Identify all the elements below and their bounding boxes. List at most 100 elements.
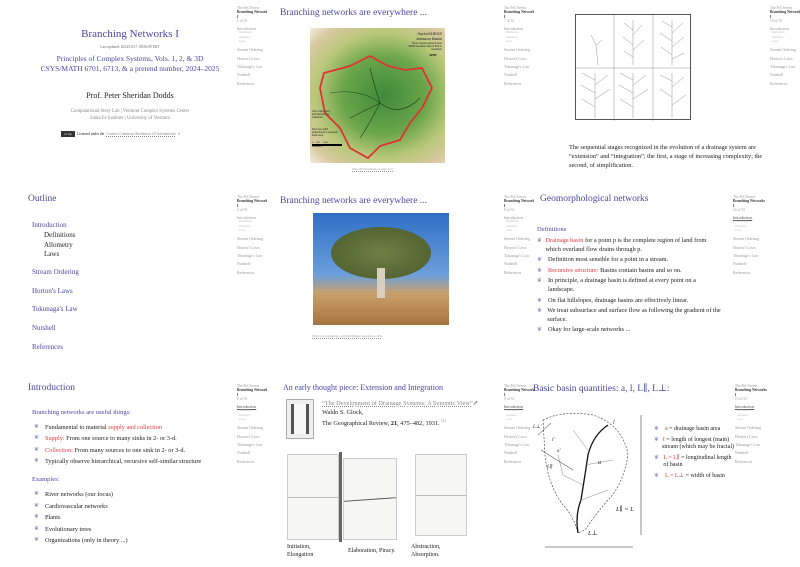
sidebar-nav-subitem[interactable]: Definitions: [735, 220, 748, 224]
sidebar-nav-item[interactable]: References: [504, 81, 522, 86]
source-link[interactable]: http://en.wikipedia.org/wiki/Image:Apple…: [312, 334, 383, 338]
affiliation-link[interactable]: Vermont Complex Systems Center: [122, 109, 190, 114]
sidebar-nav-subitem[interactable]: Definitions: [506, 220, 519, 224]
sidebar-nav-subitem[interactable]: Definitions: [239, 409, 252, 413]
outline-item[interactable]: References: [32, 343, 64, 351]
sidebar-nav-item[interactable]: Stream Ordering: [237, 237, 264, 242]
sidebar-nav-subitem[interactable]: Laws: [772, 40, 779, 44]
sidebar-nav-item[interactable]: Stream Ordering: [733, 237, 760, 242]
sidebar-nav-subitem[interactable]: Allometry: [735, 224, 747, 228]
sidebar-nav-subitem[interactable]: Definitions: [772, 31, 785, 35]
sidebar-nav-item[interactable]: Introduction: [733, 216, 753, 221]
sidebar-nav-item[interactable]: Nutshell: [237, 451, 251, 456]
sidebar-nav-subitem[interactable]: Laws: [506, 418, 513, 422]
sidebar-nav-item[interactable]: Tokunaga's Law: [504, 442, 530, 447]
sidebar-nav-subitem[interactable]: Laws: [239, 40, 246, 44]
sidebar-nav-item[interactable]: Tokunaga's Law: [504, 64, 530, 69]
source-link[interactable]: http://hydrosheds.cr.usgs.gov/: [352, 167, 394, 171]
sidebar-nav-item[interactable]: Nutshell: [237, 73, 251, 78]
sidebar-nav-item[interactable]: Horton's Laws: [770, 56, 793, 61]
sidebar-nav-item[interactable]: Stream Ordering: [504, 426, 531, 431]
sidebar-nav-subitem[interactable]: Definitions: [506, 409, 519, 413]
sidebar-nav-item[interactable]: References: [733, 270, 751, 275]
sidebar-nav-item[interactable]: Nutshell: [770, 73, 784, 78]
sidebar-nav-item[interactable]: References: [504, 459, 522, 464]
sidebar-nav-subitem[interactable]: Definitions: [239, 220, 252, 224]
sidebar-nav-item[interactable]: References: [770, 81, 788, 86]
sidebar-nav-item[interactable]: Nutshell: [237, 262, 251, 267]
sidebar-nav-item[interactable]: Tokunaga's Law: [237, 253, 263, 258]
sidebar-nav-item[interactable]: Stream Ordering: [770, 48, 797, 53]
outline-item[interactable]: Tokunaga's Law: [32, 305, 78, 313]
sidebar-nav-item[interactable]: Tokunaga's Law: [504, 253, 530, 258]
sidebar-nav-item[interactable]: Nutshell: [504, 73, 518, 78]
sidebar-nav-subitem[interactable]: Definitions: [737, 409, 750, 413]
sidebar-nav-item[interactable]: Introduction: [504, 216, 524, 221]
sidebar-nav-subitem[interactable]: Definitions: [506, 31, 519, 35]
sidebar-nav-item[interactable]: Introduction: [504, 27, 524, 32]
sidebar-nav-item[interactable]: Introduction: [735, 405, 755, 410]
sidebar-nav-item[interactable]: References: [504, 270, 522, 275]
outline-subitem[interactable]: Laws: [44, 250, 60, 258]
sidebar-nav-subitem[interactable]: Laws: [506, 229, 513, 233]
sidebar-nav-item[interactable]: Stream Ordering: [735, 426, 762, 431]
paper-link[interactable]: “The Development of Drainage Systems: A …: [322, 400, 473, 407]
sidebar-nav-item[interactable]: Tokunaga's Law: [237, 64, 263, 69]
sidebar-nav-item[interactable]: Horton's Laws: [237, 245, 260, 250]
sidebar-nav-subitem[interactable]: Allometry: [239, 35, 251, 39]
sidebar-nav-item[interactable]: Tokunaga's Law: [735, 442, 761, 447]
sidebar-nav-subitem[interactable]: Allometry: [239, 413, 251, 417]
outline-item[interactable]: Stream Ordering: [32, 268, 79, 276]
sidebar-nav-item[interactable]: Nutshell: [733, 262, 747, 267]
bullet-item: ❦ Fundamental to material supply and coll…: [34, 422, 234, 433]
sidebar-nav-item[interactable]: References: [237, 81, 255, 86]
outline-item[interactable]: Nutshell: [32, 324, 56, 332]
sidebar-nav-subitem[interactable]: Allometry: [772, 35, 784, 39]
sidebar-nav-subitem[interactable]: Definitions: [239, 31, 252, 35]
affiliation-link[interactable]: Santa Fe Institute: [89, 115, 124, 121]
outline-item[interactable]: Introduction: [32, 221, 67, 229]
sidebar-nav-subitem[interactable]: Allometry: [737, 413, 749, 417]
sidebar-nav-item[interactable]: Horton's Laws: [735, 434, 758, 439]
sidebar-nav-item[interactable]: Stream Ordering: [237, 48, 264, 53]
sidebar-nav-item[interactable]: Tokunaga's Law: [237, 442, 263, 447]
sidebar-nav-subitem[interactable]: Allometry: [506, 35, 518, 39]
sidebar-nav-item[interactable]: Stream Ordering: [237, 426, 264, 431]
sidebar-nav-item[interactable]: Nutshell: [504, 451, 518, 456]
sidebar-nav-subitem[interactable]: Allometry: [506, 224, 518, 228]
sidebar-nav-item[interactable]: Tokunaga's Law: [733, 253, 759, 258]
sidebar-nav-item[interactable]: Horton's Laws: [504, 56, 527, 61]
sidebar-nav-item[interactable]: Nutshell: [735, 451, 749, 456]
sidebar-nav-item[interactable]: Horton's Laws: [237, 56, 260, 61]
sidebar-nav-subitem[interactable]: Allometry: [239, 224, 251, 228]
sidebar-nav-subitem[interactable]: Laws: [735, 229, 742, 233]
sidebar-nav-item[interactable]: Horton's Laws: [733, 245, 756, 250]
outline-item[interactable]: Horton's Laws: [32, 287, 73, 295]
sidebar-nav-item[interactable]: Nutshell: [504, 262, 518, 267]
affiliation-link[interactable]: Computational Story Lab: [70, 109, 120, 114]
sidebar-nav-item[interactable]: Horton's Laws: [504, 245, 527, 250]
sidebar-nav-item[interactable]: Stream Ordering: [504, 237, 531, 242]
outline-subitem[interactable]: Definitions: [44, 231, 76, 239]
outline-subitem[interactable]: Allometry: [44, 240, 73, 249]
affiliation-link[interactable]: University of Vermont: [126, 115, 171, 121]
sidebar-nav-item[interactable]: Stream Ordering: [504, 48, 531, 53]
sidebar-nav-item[interactable]: References: [237, 270, 255, 275]
sidebar-nav-item[interactable]: Introduction: [237, 405, 257, 410]
sidebar-nav-subitem[interactable]: Laws: [239, 418, 246, 422]
sidebar-nav-item[interactable]: Horton's Laws: [504, 434, 527, 439]
sidebar-nav-item[interactable]: Introduction: [504, 405, 524, 410]
license-link[interactable]: Creative Commons Attribution 4.0 Interna…: [106, 132, 176, 136]
sidebar-nav-item[interactable]: References: [735, 459, 753, 464]
sidebar-nav-subitem[interactable]: Laws: [737, 418, 744, 422]
sidebar-nav-item[interactable]: Introduction: [237, 27, 257, 32]
sidebar-nav-item[interactable]: Introduction: [770, 27, 790, 32]
sidebar-nav-subitem[interactable]: Laws: [506, 40, 513, 44]
sidebar-nav-subitem[interactable]: Laws: [239, 229, 246, 233]
sidebar-nav-item[interactable]: Introduction: [237, 216, 257, 221]
sidebar-nav-item[interactable]: References: [237, 459, 255, 464]
sidebar-nav-subitem[interactable]: Allometry: [506, 413, 518, 417]
citation-ref[interactable]: [2]: [441, 418, 446, 423]
sidebar-nav-item[interactable]: Horton's Laws: [237, 434, 260, 439]
sidebar-nav-item[interactable]: Tokunaga's Law: [770, 64, 796, 69]
